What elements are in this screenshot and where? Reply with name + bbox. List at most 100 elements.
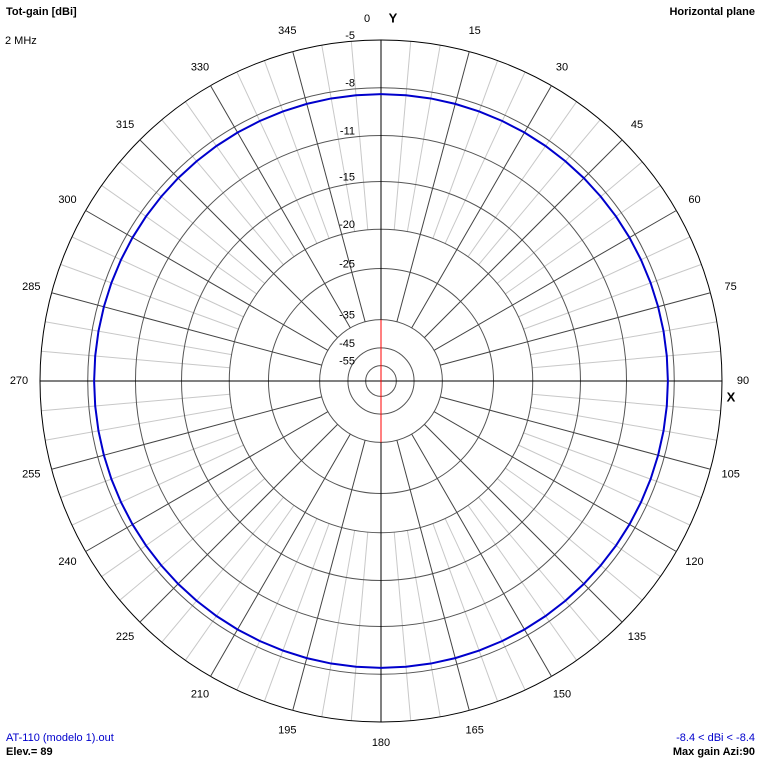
minor-spoke bbox=[518, 444, 691, 526]
minor-spoke bbox=[523, 263, 702, 330]
angle-label: 75 bbox=[725, 281, 737, 293]
minor-spoke bbox=[518, 236, 691, 318]
minor-spoke bbox=[263, 523, 330, 702]
grid-spoke bbox=[424, 139, 623, 338]
gain-pattern bbox=[93, 93, 669, 669]
minor-spoke bbox=[530, 406, 717, 441]
y-axis-label: Y bbox=[389, 10, 398, 25]
minor-spoke bbox=[236, 518, 318, 691]
angle-label: 315 bbox=[116, 119, 134, 131]
grid-spoke bbox=[433, 210, 677, 351]
minor-spoke bbox=[236, 71, 318, 244]
angle-label: 165 bbox=[466, 725, 484, 737]
gain-label: -45 bbox=[339, 338, 355, 350]
minor-spoke bbox=[101, 467, 257, 577]
angle-label: 120 bbox=[685, 556, 703, 568]
minor-spoke bbox=[432, 60, 499, 239]
gain-label: -25 bbox=[339, 258, 355, 270]
minor-spoke bbox=[185, 101, 295, 257]
x-axis-label: X bbox=[727, 389, 736, 404]
angle-label: 90 bbox=[737, 375, 749, 387]
grid-spoke bbox=[210, 433, 351, 677]
minor-spoke bbox=[71, 444, 244, 526]
minor-spoke bbox=[444, 71, 526, 244]
minor-spoke bbox=[393, 532, 412, 721]
chart-subtitle: Horizontal plane bbox=[669, 6, 755, 18]
minor-spoke bbox=[523, 432, 702, 499]
angle-label: 150 bbox=[553, 688, 571, 700]
grid-spoke bbox=[139, 424, 338, 623]
minor-spoke bbox=[406, 45, 441, 232]
file-name: AT-110 (modelo 1).out bbox=[6, 732, 114, 744]
minor-spoke bbox=[161, 496, 284, 643]
minor-spoke bbox=[496, 478, 643, 601]
minor-spoke bbox=[119, 161, 266, 284]
angle-label: 210 bbox=[191, 688, 209, 700]
angle-label: 330 bbox=[191, 61, 209, 73]
minor-spoke bbox=[161, 119, 284, 266]
minor-spoke bbox=[467, 101, 577, 257]
grid-spoke bbox=[433, 411, 677, 552]
gain-range: -8.4 < dBi < -8.4 bbox=[676, 732, 755, 744]
gain-label: -11 bbox=[340, 125, 355, 137]
angle-label: 285 bbox=[22, 281, 40, 293]
minor-spoke bbox=[496, 161, 643, 284]
angle-label: 270 bbox=[10, 375, 28, 387]
grid-spoke bbox=[85, 411, 329, 552]
frequency: 2 MHz bbox=[5, 35, 37, 47]
minor-spoke bbox=[101, 185, 257, 295]
grid-spoke bbox=[139, 139, 338, 338]
minor-spoke bbox=[432, 523, 499, 702]
minor-spoke bbox=[393, 41, 412, 230]
minor-spoke bbox=[530, 321, 717, 356]
angle-label: 240 bbox=[58, 556, 76, 568]
grid-spoke bbox=[411, 433, 552, 677]
minor-spoke bbox=[478, 119, 601, 266]
grid-spoke bbox=[292, 440, 366, 711]
minor-spoke bbox=[532, 350, 721, 369]
gain-label: -35 bbox=[339, 310, 355, 322]
grid-spoke bbox=[396, 51, 470, 322]
minor-spoke bbox=[321, 530, 356, 717]
angle-label: 45 bbox=[631, 119, 643, 131]
angle-label: 30 bbox=[556, 61, 568, 73]
gain-label: -55 bbox=[339, 356, 355, 368]
grid-spoke bbox=[411, 85, 552, 329]
minor-spoke bbox=[263, 60, 330, 239]
minor-spoke bbox=[406, 530, 441, 717]
grid-spoke bbox=[424, 424, 623, 623]
angle-label: 225 bbox=[116, 631, 134, 643]
grid-spoke bbox=[210, 85, 351, 329]
chart-title: Tot-gain [dBi] bbox=[6, 6, 77, 18]
angle-label: 255 bbox=[22, 469, 40, 481]
angle-label: 0 bbox=[364, 13, 370, 25]
gain-label: -8 bbox=[345, 78, 355, 90]
grid-spoke bbox=[292, 51, 366, 322]
grid-spoke bbox=[85, 210, 329, 351]
grid-spoke bbox=[440, 396, 711, 470]
minor-spoke bbox=[350, 532, 369, 721]
max-gain: Max gain Azi:90 bbox=[673, 746, 755, 758]
minor-spoke bbox=[60, 263, 239, 330]
grid-spoke bbox=[440, 292, 711, 366]
minor-spoke bbox=[45, 406, 232, 441]
minor-spoke bbox=[45, 321, 232, 356]
minor-spoke bbox=[71, 236, 244, 318]
elevation: Elev.= 89 bbox=[6, 746, 53, 758]
angle-label: 300 bbox=[58, 194, 76, 206]
minor-spoke bbox=[41, 393, 230, 412]
minor-spoke bbox=[321, 45, 356, 232]
minor-spoke bbox=[119, 478, 266, 601]
angle-label: 105 bbox=[721, 469, 739, 481]
angle-label: 135 bbox=[628, 631, 646, 643]
minor-spoke bbox=[505, 185, 661, 295]
angle-label: 345 bbox=[278, 25, 296, 37]
minor-spoke bbox=[185, 505, 295, 661]
angle-label: 195 bbox=[278, 725, 296, 737]
angle-label: 60 bbox=[688, 194, 700, 206]
minor-spoke bbox=[444, 518, 526, 691]
angle-label: 180 bbox=[372, 737, 390, 749]
minor-spoke bbox=[478, 496, 601, 643]
gain-label: -20 bbox=[339, 219, 355, 231]
